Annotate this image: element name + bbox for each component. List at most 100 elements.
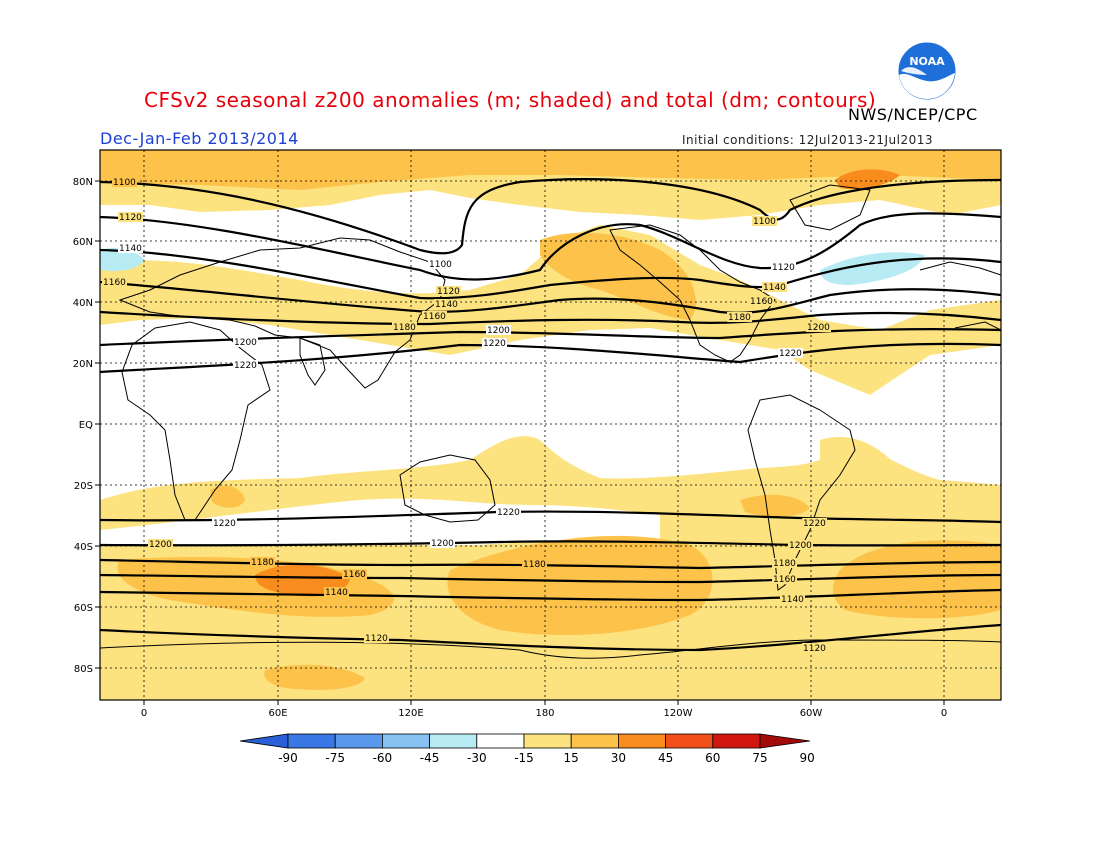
colorbar-label: -30 — [467, 751, 487, 765]
svg-text:1220: 1220 — [213, 519, 236, 529]
colorbar-box — [618, 733, 667, 749]
svg-text:1160: 1160 — [773, 575, 796, 585]
contour-1160 — [100, 280, 1001, 314]
svg-text:1140: 1140 — [781, 595, 804, 605]
colorbar-box — [287, 733, 336, 749]
anomaly-region-sh-pacific-orange — [447, 535, 713, 635]
anomaly-region-nh-midlat — [100, 225, 1001, 395]
svg-text:1140: 1140 — [435, 300, 458, 310]
contour-label: 1220 — [482, 338, 507, 349]
lat-label: 80N — [73, 177, 93, 188]
contour-1120 — [100, 212, 1001, 281]
colorbar-box — [429, 733, 478, 749]
coastlines — [100, 184, 1001, 659]
svg-text:1100: 1100 — [753, 217, 776, 227]
contour-label: 1100 — [752, 216, 777, 227]
svg-text:1120: 1120 — [772, 263, 795, 273]
lat-label: 40N — [73, 298, 93, 309]
coastline-africa — [121, 321, 271, 521]
coastline-africa-east — [954, 321, 1001, 331]
colorbar-box — [334, 733, 383, 749]
contour-1140-sh — [100, 588, 1001, 602]
contour-label: 1140 — [324, 587, 349, 598]
contour-label: 1180 — [250, 557, 275, 568]
contour-label: 1200 — [788, 540, 813, 551]
colorbar-label: 60 — [705, 751, 720, 765]
contour-label: 1140 — [762, 282, 787, 293]
svg-text:1220: 1220 — [779, 349, 802, 359]
contour-1160-sh — [100, 573, 1001, 584]
svg-text:1140: 1140 — [325, 588, 348, 598]
svg-text:1220: 1220 — [497, 508, 520, 518]
lon-label: 0 — [141, 708, 147, 719]
colorbar-label: -90 — [278, 751, 298, 765]
contour-label: 1120 — [802, 643, 827, 654]
contour-1180 — [100, 310, 1001, 326]
colorbar-box — [523, 733, 572, 749]
contour-label: 1180 — [392, 322, 417, 333]
colorbar-labels: -90 -75 -60 -45 -30 -15 15 30 45 60 75 90 — [278, 751, 815, 765]
agency-label: NWS/NCEP/CPC — [848, 105, 978, 124]
svg-text:1140: 1140 — [763, 283, 786, 293]
chart-title: CFSv2 seasonal z200 anomalies (m; shaded… — [144, 88, 877, 112]
lon-label: 180 — [535, 708, 554, 719]
contour-label: 1220 — [802, 518, 827, 529]
svg-text:1220: 1220 — [803, 519, 826, 529]
initial-conditions-label: Initial conditions: 12Jul2013-21Jul2013 — [682, 133, 934, 147]
coastline-australia — [399, 454, 496, 523]
lon-labels: 0 60E 120E 180 120W 60W 0 — [141, 708, 947, 719]
contour-label: 1200 — [430, 538, 455, 549]
svg-text:1160: 1160 — [750, 297, 773, 307]
svg-text:1160: 1160 — [423, 312, 446, 322]
lon-label: 0 — [941, 708, 947, 719]
lat-label: 60S — [74, 603, 93, 614]
lon-ticks — [143, 700, 945, 705]
coastline-eurasia — [118, 237, 446, 389]
svg-text:1200: 1200 — [487, 326, 510, 336]
svg-text:1200: 1200 — [149, 540, 172, 550]
contour-label: 1200 — [233, 337, 258, 348]
colorbar-arrow-left — [239, 733, 289, 749]
svg-text:1100: 1100 — [113, 178, 136, 188]
lat-label: 20S — [74, 481, 93, 492]
contour-label: 1200 — [806, 322, 831, 333]
lat-label: 80S — [74, 664, 93, 675]
svg-text:1180: 1180 — [523, 560, 546, 570]
lat-ticks — [95, 180, 100, 669]
anomaly-region-south-atlantic-orange — [833, 540, 1001, 619]
anomaly-region-westeurope-low — [100, 248, 145, 271]
colorbar-boxes — [239, 733, 811, 749]
contour-label: 1180 — [772, 558, 797, 569]
colorbar-label: -45 — [420, 751, 440, 765]
svg-text:1120: 1120 — [119, 213, 142, 223]
contour-label: 1220 — [496, 507, 521, 518]
lon-label: 60W — [800, 708, 823, 719]
contour-label: 1200 — [486, 325, 511, 336]
colorbar-box — [381, 733, 430, 749]
svg-text:1180: 1180 — [728, 313, 751, 323]
contour-label: 1160 — [342, 569, 367, 580]
svg-text:1220: 1220 — [483, 339, 506, 349]
contour-label: 1120 — [771, 262, 796, 273]
contour-label: 1140 — [118, 243, 143, 254]
contour-label: 1120 — [436, 286, 461, 297]
colorbar-arrow-right — [759, 733, 811, 749]
anomaly-region-pacific-ridge — [540, 232, 696, 320]
contour-label: 1140 — [434, 299, 459, 310]
contour-label: 1160 — [749, 296, 774, 307]
colorbar-box — [712, 733, 761, 749]
coastline-india — [299, 337, 326, 386]
colorbar-label: 90 — [800, 751, 815, 765]
lon-label: 120W — [664, 708, 693, 719]
contour-label: 1220 — [233, 360, 258, 371]
noaa-logo: NOAA — [897, 41, 957, 101]
colorbar-label: 15 — [564, 751, 579, 765]
map-frame — [99, 149, 1002, 701]
contour-label: 1100 — [428, 259, 453, 270]
colorbar-label: 30 — [611, 751, 626, 765]
svg-text:1200: 1200 — [234, 338, 257, 348]
svg-text:1180: 1180 — [393, 323, 416, 333]
colorbar-label: -75 — [325, 751, 345, 765]
